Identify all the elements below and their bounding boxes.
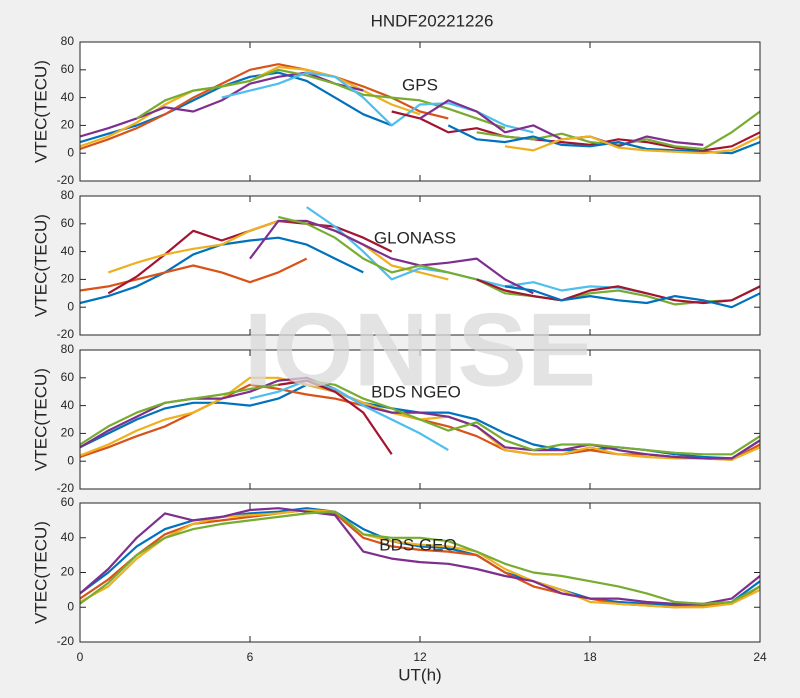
y-tick-label: 20	[61, 426, 75, 440]
series-line	[504, 135, 760, 155]
x-tick-label: 24	[753, 650, 767, 664]
y-tick-label: 0	[67, 599, 74, 613]
panel-annotation: GPS	[402, 75, 438, 94]
y-tick-label: 40	[61, 398, 75, 412]
y-tick-label: 60	[61, 62, 75, 76]
series-line	[136, 68, 506, 130]
y-tick-label: 80	[61, 34, 75, 48]
series-line	[80, 510, 760, 605]
y-tick-label: 0	[67, 453, 74, 467]
x-axis-label: UT(h)	[398, 665, 441, 684]
figure-title: HNDF20221226	[371, 11, 494, 30]
plot-lines	[80, 206, 760, 309]
y-axis-label: VTEC(TECU)	[31, 368, 50, 471]
watermark: IONISE	[244, 292, 597, 408]
series-line	[391, 110, 760, 152]
series-line	[80, 507, 760, 605]
y-axis-label: VTEC(TECU)	[31, 214, 50, 317]
y-axis-label: VTEC(TECU)	[31, 60, 50, 163]
plot-area	[80, 503, 760, 642]
series-line	[80, 508, 760, 609]
y-tick-label: -20	[57, 327, 75, 341]
y-tick-label: 60	[61, 216, 75, 230]
y-tick-label: 0	[67, 299, 74, 313]
x-tick-label: 0	[77, 650, 84, 664]
y-tick-label: 60	[61, 370, 75, 384]
series-line	[278, 215, 760, 306]
y-tick-label: 80	[61, 188, 75, 202]
x-tick-label: 6	[247, 650, 254, 664]
panel-annotation: BDS GEO	[379, 535, 456, 554]
y-tick-label: 20	[61, 272, 75, 286]
series-line	[80, 71, 364, 138]
series-line	[504, 285, 760, 309]
y-tick-label: 40	[61, 530, 75, 544]
plot-lines	[80, 63, 760, 155]
y-tick-label: 60	[61, 495, 75, 509]
x-tick-label: 12	[413, 650, 427, 664]
y-tick-label: -20	[57, 481, 75, 495]
y-axis-label: VTEC(TECU)	[31, 521, 50, 624]
x-tick-label: 18	[583, 650, 597, 664]
y-tick-label: -20	[57, 634, 75, 648]
panel-annotation: GLONASS	[374, 228, 456, 247]
y-tick-label: 0	[67, 145, 74, 159]
plot-lines	[80, 376, 760, 461]
series-line	[80, 379, 760, 456]
y-tick-label: -20	[57, 173, 75, 187]
y-tick-label: 20	[61, 118, 75, 132]
y-tick-label: 40	[61, 244, 75, 258]
y-tick-label: 20	[61, 565, 75, 579]
y-tick-label: 80	[61, 342, 75, 356]
series-line	[278, 379, 393, 455]
y-tick-label: 40	[61, 90, 75, 104]
series-line	[249, 379, 449, 452]
panel-annotation: BDS NGEO	[371, 382, 461, 401]
series-line	[80, 63, 449, 151]
series-line	[80, 71, 393, 144]
series-line	[80, 257, 308, 292]
plot-lines	[80, 507, 760, 609]
